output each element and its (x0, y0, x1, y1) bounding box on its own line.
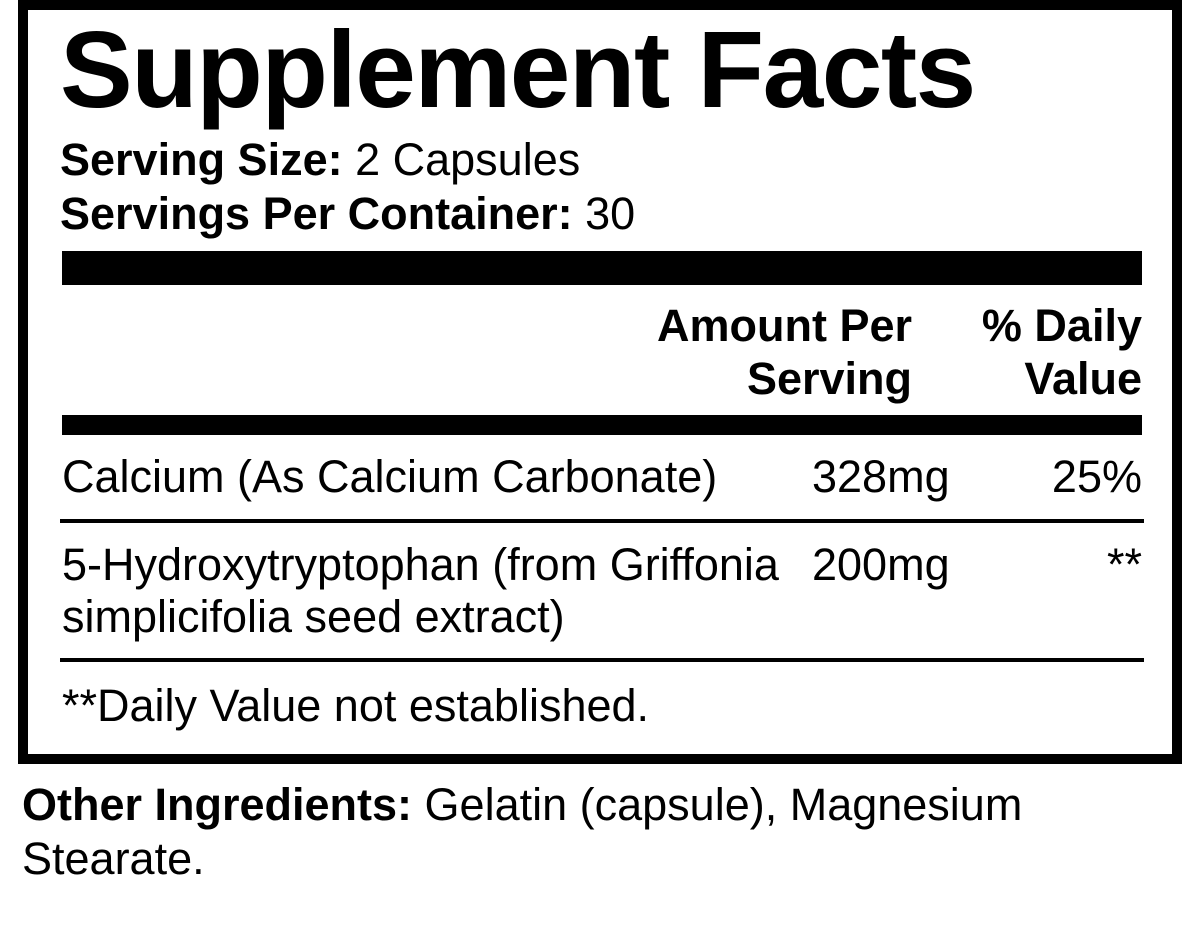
serving-size-label: Serving Size: (60, 134, 343, 185)
dv-footnote: **Daily Value not established. (60, 662, 1144, 744)
other-ingredients-label: Other Ingredients: (22, 779, 412, 830)
mid-divider (62, 415, 1142, 435)
ingredient-dv: 25% (982, 451, 1142, 503)
header-amount-line2: Serving (622, 352, 912, 405)
ingredient-amount: 328mg (802, 451, 982, 503)
ingredient-name: 5-Hydroxytryptophan (from Griffonia simp… (62, 539, 802, 643)
header-dv-line2: Value (942, 352, 1142, 405)
header-amount-line1: Amount Per (622, 299, 912, 352)
other-ingredients: Other Ingredients: Gelatin (capsule), Ma… (0, 764, 1200, 884)
ingredient-name: Calcium (As Calcium Carbonate) (62, 451, 802, 503)
serving-block: Serving Size: 2 Capsules Servings Per Co… (60, 133, 1144, 251)
header-dv-line1: % Daily (942, 299, 1142, 352)
panel-title: Supplement Facts (60, 10, 1144, 133)
header-dv: % Daily Value (942, 299, 1142, 405)
table-row: Calcium (As Calcium Carbonate) 328mg 25% (60, 435, 1144, 523)
ingredient-amount: 200mg (802, 539, 982, 591)
column-headers: Amount Per Serving % Daily Value (60, 285, 1144, 415)
servings-per-container-label: Servings Per Container: (60, 188, 573, 239)
supplement-facts-panel: Supplement Facts Serving Size: 2 Capsule… (18, 0, 1182, 764)
servings-per-container-row: Servings Per Container: 30 (60, 187, 1144, 241)
table-row: 5-Hydroxytryptophan (from Griffonia simp… (60, 523, 1144, 663)
header-amount: Amount Per Serving (622, 299, 912, 405)
thick-divider (62, 251, 1142, 285)
serving-size-value: 2 Capsules (343, 134, 581, 185)
serving-size-row: Serving Size: 2 Capsules (60, 133, 1144, 187)
ingredient-dv: ** (982, 539, 1142, 591)
servings-per-container-value: 30 (573, 188, 636, 239)
